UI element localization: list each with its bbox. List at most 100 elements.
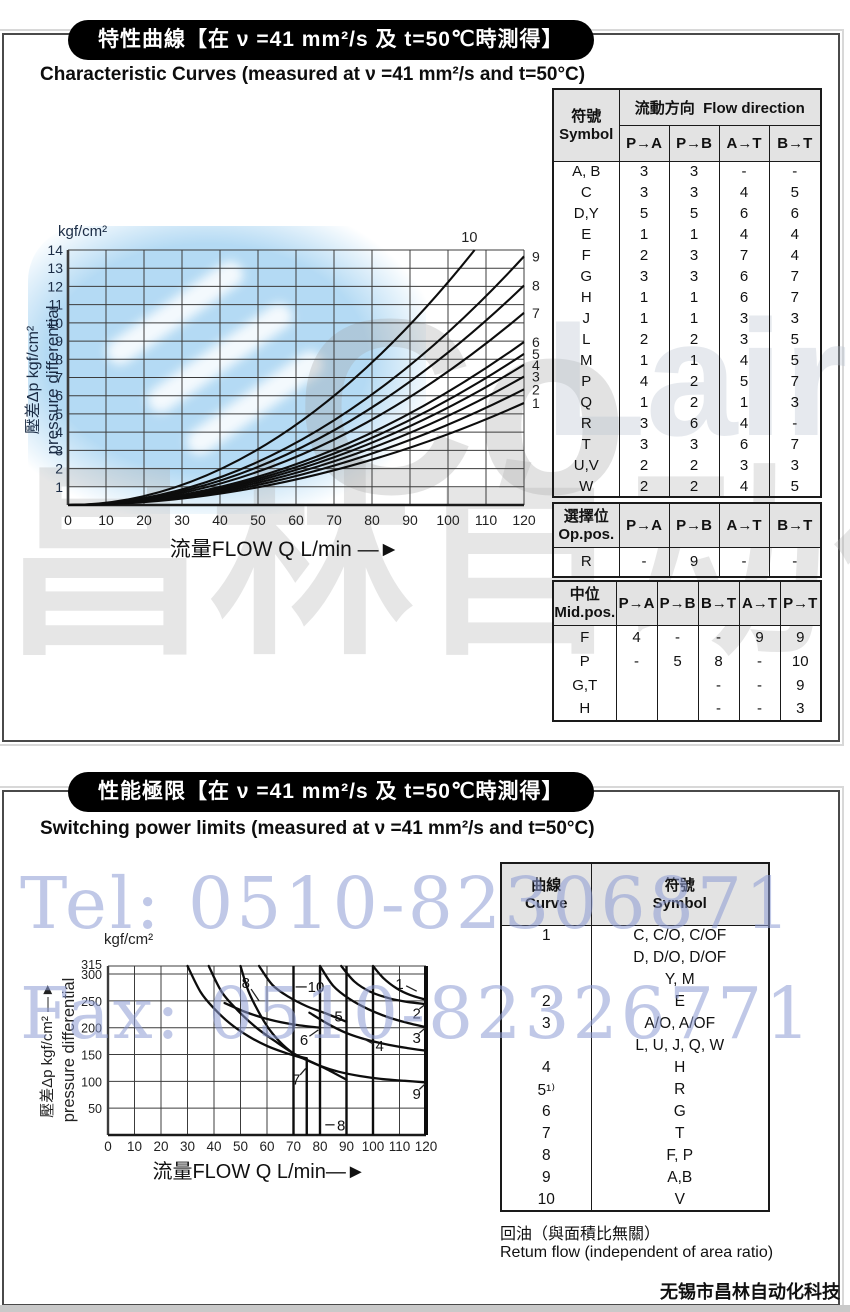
table-cell: 2 — [668, 455, 719, 476]
table-cell: 3 — [779, 697, 821, 721]
svg-text:150: 150 — [81, 1049, 102, 1063]
svg-text:120: 120 — [415, 1139, 438, 1154]
table-cell: E — [581, 226, 592, 243]
table-cell: 4 — [718, 224, 769, 245]
col-header: P→A — [618, 124, 670, 162]
table-cell: 4 — [615, 625, 657, 649]
table-cell: 5 — [768, 182, 822, 203]
header-en: Symbol — [652, 894, 707, 912]
table-row: 8 F, P — [501, 1145, 769, 1167]
flow-direction-group-header: 流動方向 Flow direction — [618, 88, 822, 126]
table-cell: 8 — [697, 649, 739, 673]
svg-text:6: 6 — [532, 334, 540, 350]
op-table-corner: 選擇位 Op.pos. — [552, 502, 620, 548]
table-cell: 9 — [779, 625, 821, 649]
table-cell: F — [580, 628, 590, 646]
table-cell: 7 — [768, 266, 822, 287]
table-cell: 3 — [618, 266, 669, 287]
table-cell: 10 — [779, 649, 821, 673]
svg-text:8: 8 — [532, 278, 540, 294]
table-cell: 1 — [618, 287, 669, 308]
table-cell — [501, 947, 591, 969]
table-cell: H — [590, 1057, 769, 1079]
svg-text:kgf/cm²: kgf/cm² — [58, 223, 107, 240]
table-row: U,V 2 2 3 3 — [553, 455, 822, 476]
svg-text:14: 14 — [47, 242, 63, 258]
table-cell: 7 — [768, 371, 822, 392]
mid-table-corner: 中位 Mid.pos. — [552, 580, 617, 626]
table-row: D,Y 5 5 6 6 — [553, 203, 822, 224]
svg-text:20: 20 — [153, 1139, 168, 1154]
table-cell: 4 — [768, 224, 822, 245]
table-cell: T — [581, 436, 591, 453]
table-cell: 2 — [668, 329, 719, 350]
table-cell: 3 — [541, 1015, 551, 1032]
table-cell: P — [579, 652, 590, 670]
svg-text:流量FLOW Q L/min—►: 流量FLOW Q L/min—► — [152, 1160, 365, 1183]
table-cell: F — [581, 247, 591, 264]
table-cell: R — [590, 1079, 769, 1101]
table-cell: 1 — [618, 308, 669, 329]
footnote-cn: 回油（與面積比無關） — [500, 1226, 661, 1243]
table-cell: 6 — [718, 266, 769, 287]
table-cell: 3 — [668, 182, 719, 203]
table-cell: 3 — [718, 308, 769, 329]
table-cell: - — [615, 649, 657, 673]
svg-text:120: 120 — [512, 512, 536, 528]
table-cell: - — [656, 625, 698, 649]
table-cell: - — [697, 697, 739, 721]
group-cn: 流動方向 — [634, 99, 695, 117]
col-header: P→B — [668, 124, 720, 162]
svg-text:3: 3 — [413, 1030, 421, 1047]
table-cell: 1 — [718, 392, 769, 413]
svg-text:300: 300 — [81, 968, 102, 982]
header-cn: 曲線 — [531, 876, 562, 894]
svg-text:12: 12 — [47, 278, 63, 294]
table-cell: 1 — [668, 224, 719, 245]
svg-text:4: 4 — [375, 1038, 383, 1055]
table-cell: R — [580, 415, 592, 432]
table-cell: 4 — [541, 1059, 551, 1076]
table-cell: 9 — [541, 1169, 551, 1186]
table-cell: 6 — [668, 413, 719, 434]
table-cell: D,Y — [573, 205, 599, 222]
table-cell — [656, 673, 698, 697]
table-cell: 5 — [718, 371, 769, 392]
table-cell — [615, 697, 657, 721]
table-row: 5¹⁾ R — [501, 1079, 769, 1101]
svg-text:30: 30 — [180, 1139, 195, 1154]
svg-text:7: 7 — [292, 1072, 300, 1089]
col-header: B→T — [697, 580, 740, 626]
table-cell: - — [768, 161, 822, 182]
svg-text:10: 10 — [127, 1139, 142, 1154]
table-row: P -5 8-10 — [553, 649, 821, 673]
table-cell: Q — [580, 394, 593, 411]
table-cell: 1 — [618, 392, 669, 413]
characteristic-curves-chart: 0 10 20 30 40 50 60 70 80 90 100 110 120123456789101… — [24, 223, 540, 561]
table-cell: - — [697, 673, 739, 697]
table-cell: 2 — [618, 476, 669, 497]
table-cell: A/O, A/OF — [590, 1013, 769, 1035]
group-en: Flow direction — [703, 99, 805, 117]
table-cell: 9 — [779, 673, 821, 697]
table-cell: 3 — [668, 245, 719, 266]
table-row: D, D/O, D/OF — [501, 947, 769, 969]
table-cell: 3 — [718, 329, 769, 350]
table-cell: E — [590, 991, 769, 1013]
table-cell: - — [768, 547, 821, 577]
table-cell: 7 — [768, 287, 822, 308]
table-cell: 9 — [668, 547, 719, 577]
corner-cn: 中位 — [569, 585, 600, 603]
table-cell — [501, 1035, 591, 1057]
svg-text:8: 8 — [242, 975, 250, 992]
table-cell: 2 — [541, 993, 551, 1010]
